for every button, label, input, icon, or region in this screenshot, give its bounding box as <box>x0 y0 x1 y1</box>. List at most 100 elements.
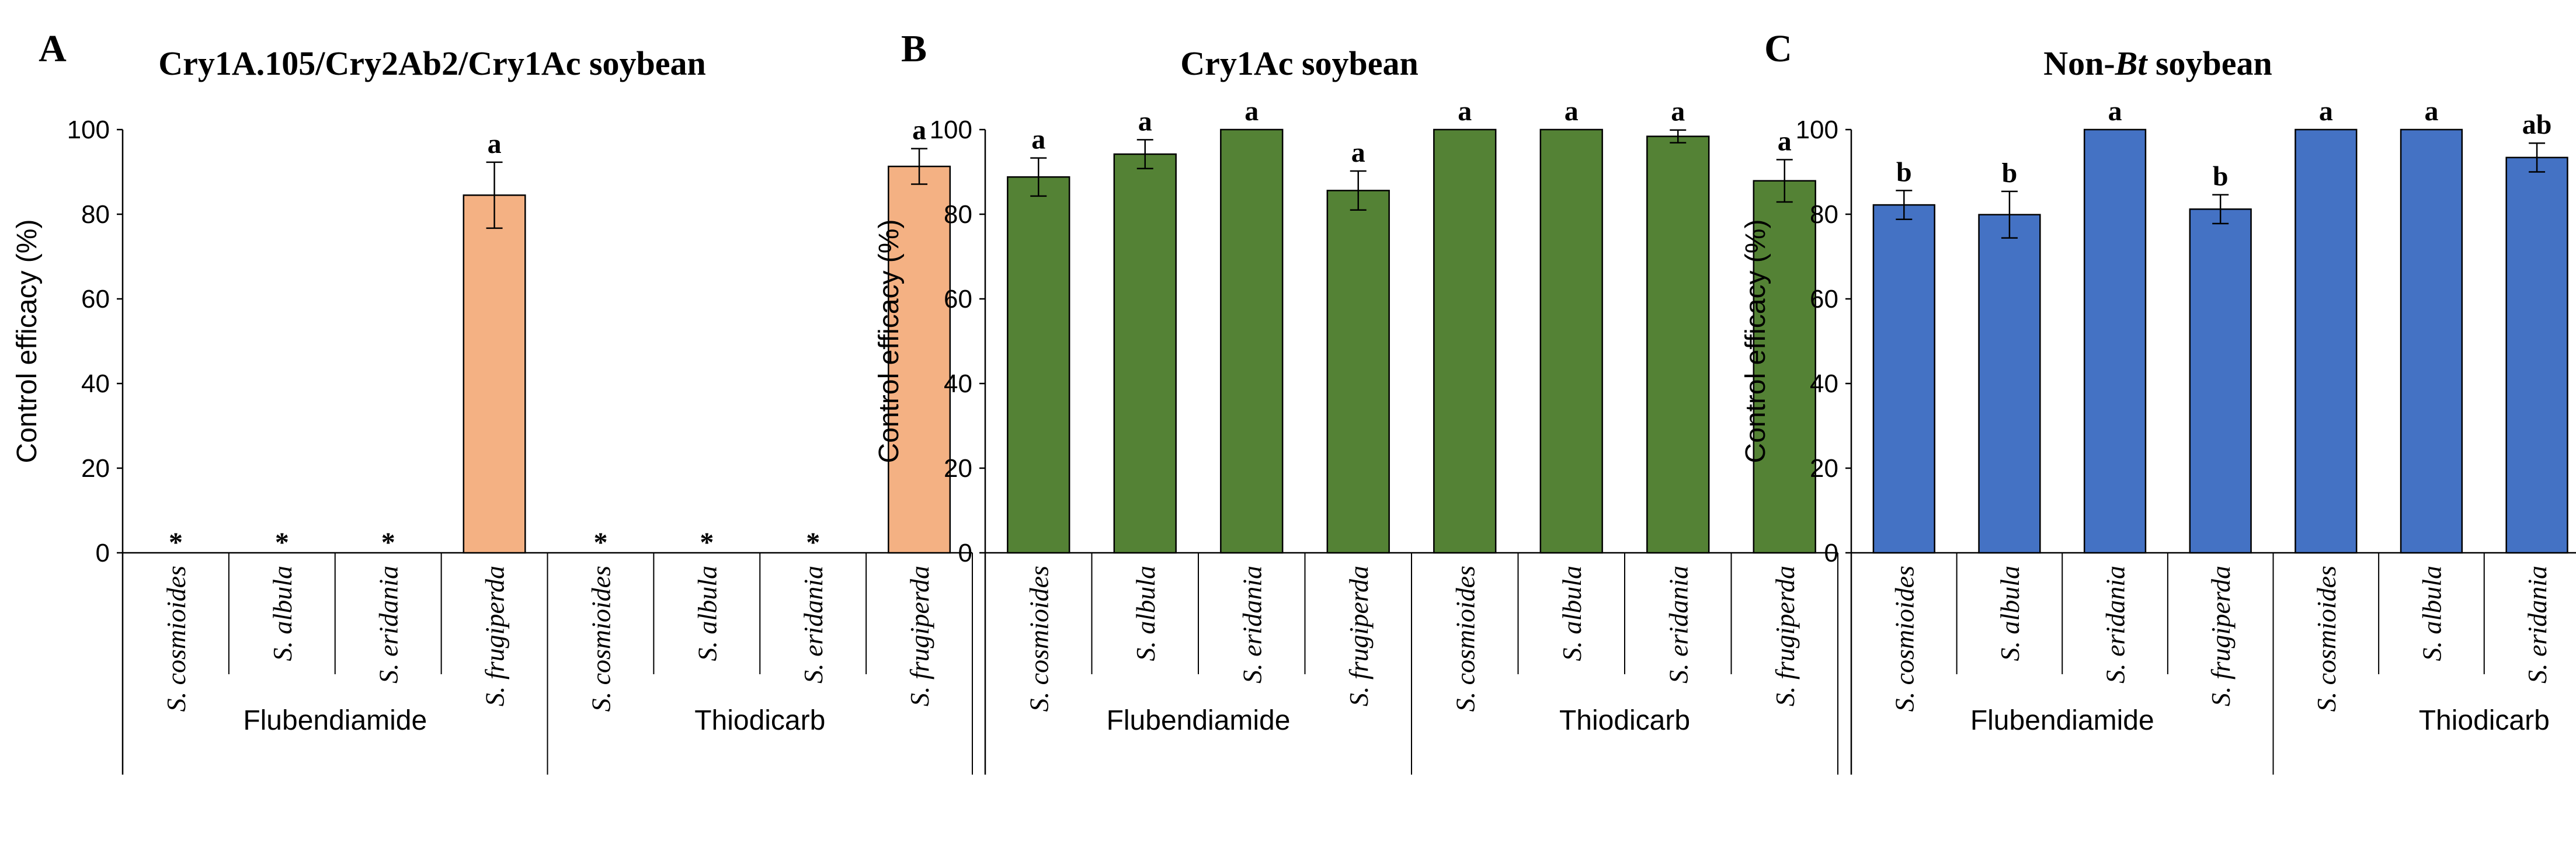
bar <box>1872 204 1935 554</box>
y-axis-label: Control efficacy (%) <box>1740 219 1771 463</box>
y-tick-label: 40 <box>1810 370 1838 398</box>
y-axis-label: Control efficacy (%) <box>874 219 905 463</box>
x-tick-label: S. albula <box>2417 566 2446 661</box>
no-data-marker: * <box>275 527 289 558</box>
x-tick-label: S. albula <box>692 566 722 661</box>
x-tick-label: S. eridania <box>2522 566 2552 684</box>
panel-letter: A <box>39 27 67 70</box>
y-tick-label: 20 <box>81 454 110 483</box>
bar <box>1539 128 1603 554</box>
x-tick-label: S. eridania <box>1237 566 1267 684</box>
x-tick-label: S. frugiperda <box>1770 566 1800 706</box>
significance-label: a <box>2108 96 2122 127</box>
x-tick-label: S. frugiperda <box>1344 566 1374 706</box>
no-data-marker: * <box>700 527 714 558</box>
chart-panel-b: B Cry1Ac soybean 0 20 40 60 80 100 Control effic… <box>874 27 1838 775</box>
y-tick-label: 80 <box>81 200 110 229</box>
y-tick-label: 20 <box>1810 454 1838 483</box>
significance-label: a <box>1565 96 1579 127</box>
y-tick-label: 40 <box>944 370 972 398</box>
significance-label: a <box>2424 96 2438 127</box>
group-label: Thiodicarb <box>1559 705 1690 736</box>
significance-label: a <box>1671 96 1685 127</box>
group-label: Flubendiamide <box>1107 705 1291 736</box>
x-tick-label: S. eridania <box>798 566 828 684</box>
no-data-marker: * <box>169 527 183 558</box>
bar <box>1978 214 2041 554</box>
significance-label: b <box>2213 161 2229 192</box>
x-tick-label: S. albula <box>1131 566 1160 661</box>
panel-letter: B <box>901 27 927 70</box>
x-tick-label: S. frugiperda <box>2206 566 2236 706</box>
significance-label: a <box>1138 106 1152 137</box>
bar <box>1113 153 1177 554</box>
x-tick-label: S. albula <box>1995 566 2025 661</box>
significance-label: a <box>1778 126 1792 156</box>
significance-label: a <box>2319 96 2333 127</box>
chart-title-part: Cry1Ac soybean <box>1180 44 1419 82</box>
significance-label: a <box>488 128 502 159</box>
x-tick-label: S. albula <box>267 566 297 661</box>
chart-title-part: Cry1A.105/Cry2Ab2/Cry1Ac soybean <box>158 44 706 82</box>
no-data-marker: * <box>381 527 395 558</box>
chart-title-part: Bt <box>2115 44 2149 82</box>
x-tick-label: S. cosmioides <box>2311 566 2341 712</box>
bar <box>1646 135 1710 554</box>
y-tick-label: 80 <box>944 200 972 229</box>
x-tick-label: S. eridania <box>1663 566 1693 684</box>
significance-label: a <box>1458 96 1472 127</box>
group-label: Thiodicarb <box>694 705 825 736</box>
chart-title-part: Non- <box>2043 44 2115 82</box>
chart-title: Cry1Ac soybean <box>1180 44 1419 82</box>
x-tick-label: S. cosmioides <box>1450 566 1480 712</box>
y-tick-label: 100 <box>67 116 110 144</box>
significance-label: a <box>912 115 926 146</box>
x-tick-label: S. eridania <box>2101 566 2130 684</box>
x-tick-label: S. cosmioides <box>161 566 191 712</box>
chart-title: Non-Bt soybean <box>2043 44 2272 82</box>
y-tick-label: 20 <box>944 454 972 483</box>
x-tick-label: S. albula <box>1557 566 1587 661</box>
bar <box>2083 128 2147 554</box>
bar <box>1753 180 1816 554</box>
y-tick-label: 0 <box>96 539 110 567</box>
bar <box>1220 128 1284 554</box>
significance-label: a <box>1351 137 1365 168</box>
significance-label: b <box>2002 158 2018 189</box>
group-label: Flubendiamide <box>243 705 427 736</box>
bar <box>1433 128 1497 554</box>
y-tick-label: 0 <box>958 539 972 567</box>
x-tick-label: S. frugiperda <box>480 566 510 706</box>
y-tick-label: 100 <box>1796 116 1838 144</box>
bar <box>1007 176 1070 554</box>
x-tick-label: S. cosmioides <box>586 566 616 712</box>
y-tick-label: 60 <box>81 285 110 313</box>
group-label: Flubendiamide <box>1970 705 2154 736</box>
y-axis-label: Control efficacy (%) <box>12 219 43 463</box>
bar <box>2505 156 2568 554</box>
y-tick-label: 100 <box>930 116 972 144</box>
bar <box>2189 208 2252 554</box>
bar <box>2295 128 2358 554</box>
significance-label: ab <box>2522 109 2552 140</box>
y-tick-label: 40 <box>81 370 110 398</box>
bar <box>1326 190 1390 554</box>
y-tick-label: 0 <box>1824 539 1838 567</box>
x-tick-label: S. cosmioides <box>1024 566 1054 712</box>
chart-title-part: soybean <box>2147 44 2272 82</box>
bar <box>463 194 526 554</box>
no-data-marker: * <box>593 527 607 558</box>
significance-label: a <box>1031 124 1045 155</box>
no-data-marker: * <box>806 527 820 558</box>
bar <box>2400 128 2463 554</box>
y-tick-label: 80 <box>1810 200 1838 229</box>
chart-panel-a: A Cry1A.105/Cry2Ab2/Cry1Ac soybean 0 20 40 60… <box>12 27 973 775</box>
chart-title: Cry1A.105/Cry2Ab2/Cry1Ac soybean <box>158 44 706 82</box>
panel-letter: C <box>1764 27 1792 70</box>
significance-label: a <box>1244 96 1259 127</box>
significance-label: b <box>1896 156 1912 187</box>
x-tick-label: S. frugiperda <box>905 566 934 706</box>
x-tick-label: S. eridania <box>374 566 404 684</box>
y-tick-label: 60 <box>944 285 972 313</box>
